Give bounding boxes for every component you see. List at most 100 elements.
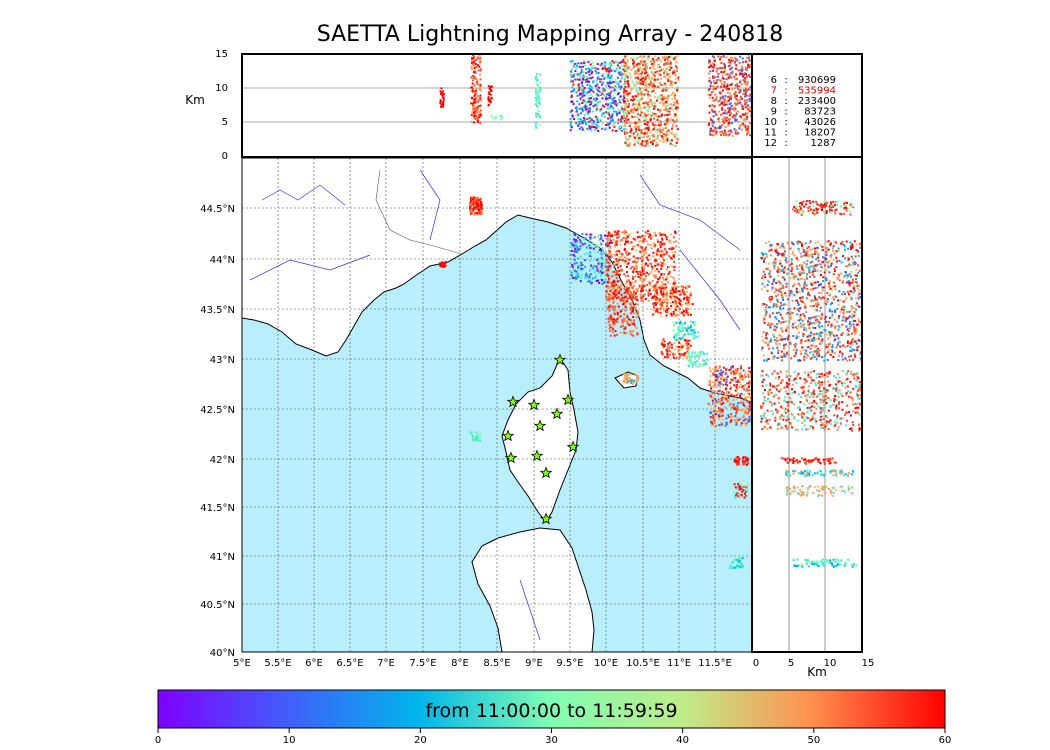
alt-tick-label-side: 5 (788, 658, 794, 669)
axis-labels: 40°N 40.5°N 41°N 41.5°N 42°N 42.5°N 43°N 43.5°N… (185, 49, 874, 679)
stats-separator: : (784, 75, 787, 86)
cluster-south-3 (728, 557, 745, 569)
alt-tick-label-top: 15 (215, 49, 228, 60)
lon-tick-label: 8.5°E (483, 658, 510, 669)
cluster-corsica-west (469, 431, 482, 442)
lon-tick-label: 6°E (305, 658, 323, 669)
lon-tick-label: 11.5°E (698, 658, 732, 669)
station-star-icon (501, 429, 515, 442)
lon-tick-label: 10.5°E (626, 658, 660, 669)
top-col-2 (487, 85, 493, 107)
cluster-south-tuscany (660, 338, 692, 360)
cluster-dot-west (439, 261, 447, 268)
side-band-5 (785, 469, 855, 477)
corsica-landmass (501, 356, 579, 523)
alt-tick-label-top: 0 (222, 151, 228, 162)
cluster-ligurian-north (469, 196, 483, 216)
station-star-icon (566, 440, 580, 453)
station-star-icon (561, 393, 575, 406)
colorbar-label: from 11:00:00 to 11:59:59 (425, 700, 678, 722)
cluster-tuscany-cyan (672, 320, 700, 342)
stats-key: 9 (771, 107, 777, 118)
cluster-coast (607, 285, 639, 337)
alt-unit-side: Km (807, 665, 827, 679)
alt-tick-label-top: 5 (222, 117, 228, 128)
lightning-sources-altitude-lat (760, 200, 861, 568)
cluster-south-1 (733, 456, 750, 466)
stats-separator: : (784, 128, 787, 139)
alt-unit-top: Km (185, 93, 205, 107)
lightning-sources-main (439, 196, 752, 569)
top-col-1 (470, 54, 482, 124)
stats-key: 7 (771, 86, 777, 97)
stats-value: 233400 (798, 96, 836, 107)
lightning-sources-altitude-lon (439, 54, 752, 147)
station-star-icon (539, 466, 553, 479)
stats-separator: : (784, 117, 787, 128)
colorbar-tick-label: 0 (155, 735, 161, 746)
lat-tick-label: 40°N (210, 648, 235, 659)
top-block-1 (569, 60, 627, 132)
lon-tick-label: 6.5°E (336, 658, 363, 669)
lat-tick-label: 41.5°N (200, 503, 235, 514)
station-star-icon (553, 353, 567, 366)
stats-key: 12 (764, 138, 777, 149)
stats-value: 1287 (811, 138, 836, 149)
cluster-genoa-east (605, 230, 677, 302)
alt-tick-label-side: 0 (753, 658, 759, 669)
lat-tick-label: 43.5°N (200, 305, 235, 316)
lon-tick-label: 7.5°E (409, 658, 436, 669)
top-col-3 (534, 73, 542, 129)
lon-tick-label: 9°E (525, 658, 543, 669)
lon-tick-label: 9.5°E (556, 658, 583, 669)
side-band-7 (792, 558, 858, 568)
stats-value: 930699 (798, 75, 836, 86)
stats-key: 8 (771, 96, 777, 107)
alt-tick-label-side: 10 (824, 658, 837, 669)
side-band-4 (780, 457, 837, 465)
stats-value: 535994 (798, 86, 836, 97)
side-band-6 (786, 485, 854, 497)
colorbar-tick-label: 60 (939, 735, 952, 746)
mainland-landmass (242, 158, 752, 403)
station-star-icon (506, 395, 520, 408)
side-band-1 (792, 200, 854, 216)
lon-tick-label: 5°E (233, 658, 251, 669)
lat-tick-label: 44.5°N (200, 204, 235, 215)
colorbar-tick-label: 30 (545, 735, 558, 746)
stats-separator: : (784, 138, 787, 149)
stats-key: 6 (771, 75, 777, 86)
colorbar (157, 689, 946, 729)
lat-tick-label: 44°N (210, 255, 235, 266)
top-col-0 (439, 87, 445, 108)
colorbar-tick-label: 50 (807, 735, 820, 746)
alt-tick-label-side: 15 (862, 658, 875, 669)
colorbar-tick-label: 40 (676, 735, 689, 746)
top-block-2 (622, 55, 680, 147)
main-map-panel (242, 158, 752, 652)
alt-tick-label-top: 10 (215, 83, 228, 94)
cluster-cyan-patch (687, 350, 709, 368)
lat-tick-label: 43°N (210, 355, 235, 366)
side-band-3 (760, 370, 861, 432)
stats-panel-frame (751, 53, 863, 158)
side-panel-frame (751, 156, 863, 653)
colorbar-tick-label: 10 (283, 735, 296, 746)
cluster-tuscany (652, 285, 694, 317)
station-star-icon (539, 512, 553, 525)
lat-tick-label: 41°N (210, 552, 235, 563)
cluster-elba (622, 373, 640, 385)
stats-value: 83723 (804, 107, 836, 118)
altitude-vs-latitude-panel (760, 158, 861, 652)
colorbar-ticks: 0 10 20 30 40 50 60 (155, 728, 952, 746)
cluster-south-2 (732, 483, 750, 499)
altitude-vs-longitude-panel (242, 54, 752, 147)
top-panel-frame (241, 53, 753, 158)
map-title: SAETTA Lightning Mapping Array - 240818 (316, 22, 784, 47)
lon-tick-label: 8°E (451, 658, 469, 669)
sardinia-landmass (471, 527, 595, 652)
lat-tick-label: 42°N (210, 455, 235, 466)
stats-panel: 6:9306997:5359948:2334009:8372310:430261… (764, 75, 836, 149)
stats-separator: : (784, 96, 787, 107)
